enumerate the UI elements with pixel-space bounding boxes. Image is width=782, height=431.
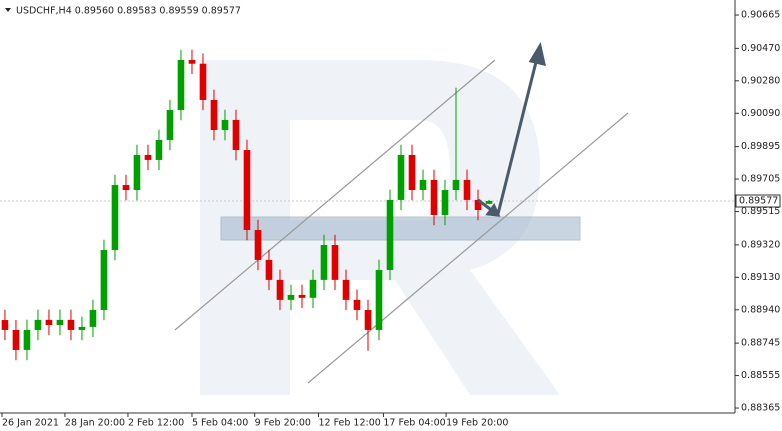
candle-body [34, 319, 42, 330]
candle-body [78, 326, 86, 330]
y-tick-label: 0.88555 [741, 370, 780, 381]
candle-body [375, 269, 383, 330]
channel-upper [174, 59, 496, 331]
current-price: 0.89577 [739, 196, 778, 207]
x-tick-label: 9 Feb 20:00 [255, 418, 311, 429]
channel-lower [307, 112, 629, 384]
candle-body [144, 154, 152, 160]
y-tick-label: 0.90470 [741, 43, 780, 54]
candle-body [133, 154, 141, 191]
candle-body [111, 185, 119, 250]
y-tick-label: 0.88365 [741, 403, 780, 414]
candle-body [166, 110, 174, 140]
candle-body [100, 249, 108, 310]
candle-body [441, 190, 449, 215]
candle-body [452, 179, 460, 191]
candle-body [397, 154, 405, 200]
y-tick-label: 0.90090 [741, 108, 780, 119]
y-tick-label: 0.89130 [741, 272, 780, 283]
candle-body [155, 139, 163, 160]
candle-body [45, 319, 53, 326]
candle-body [122, 185, 130, 191]
candle-body [342, 279, 350, 300]
candle-body [430, 179, 438, 215]
candle-body [287, 294, 295, 300]
y-tick-label: 0.89515 [741, 206, 780, 217]
candle-body [210, 99, 218, 131]
candle-body [188, 59, 196, 64]
y-tick-label: 0.89320 [741, 239, 780, 250]
candle-body [254, 229, 262, 260]
x-tick-label: 5 Feb 04:00 [192, 418, 248, 429]
candle-body [276, 279, 284, 300]
support-zone [220, 216, 581, 241]
candle-body [243, 150, 251, 230]
y-tick-label: 0.89705 [741, 174, 780, 185]
x-tick-label: 2 Feb 12:00 [128, 418, 184, 429]
candle-body [89, 309, 97, 327]
chart-title: USDCHF,H4 0.89560 0.89583 0.89559 0.8957… [16, 6, 241, 17]
candle-body [474, 199, 482, 211]
y-tick-label: 0.90665 [741, 10, 780, 21]
candle-body [298, 294, 306, 298]
x-tick-label: 17 Feb 04:00 [383, 418, 445, 429]
y-tick-label: 0.89895 [741, 141, 780, 152]
candle-body [12, 329, 20, 350]
x-tick-label: 19 Feb 20:00 [446, 418, 508, 429]
candle-body [221, 119, 229, 131]
y-tick-label: 0.90280 [741, 75, 780, 86]
x-tick-label: 28 Jan 20:00 [65, 418, 125, 429]
candle-body [56, 319, 64, 326]
candle-body [232, 119, 240, 151]
candle-body [419, 179, 427, 191]
forecast-arrows [477, 42, 546, 217]
candle-body [408, 154, 416, 191]
x-tick-label: 12 Feb 12:00 [318, 418, 380, 429]
candle-body [485, 200, 493, 204]
candle-body [265, 259, 273, 280]
candle-body [23, 329, 31, 350]
candle-body [309, 279, 317, 298]
candle-body [364, 309, 372, 330]
y-tick-label: 0.88745 [741, 338, 780, 349]
candle-body [199, 63, 207, 100]
candle-body [67, 319, 75, 330]
candle-body [386, 199, 394, 270]
candle-body [1, 320, 9, 330]
candle-body [463, 179, 471, 200]
x-tick-label: 26 Jan 2021 [2, 418, 59, 429]
candle-body [177, 59, 185, 111]
price-box [735, 194, 781, 208]
candle-body [331, 245, 339, 280]
candle-body [320, 245, 328, 280]
candle-body [353, 299, 361, 310]
menu-triangle [5, 8, 11, 12]
y-tick-label: 0.88940 [741, 304, 780, 315]
